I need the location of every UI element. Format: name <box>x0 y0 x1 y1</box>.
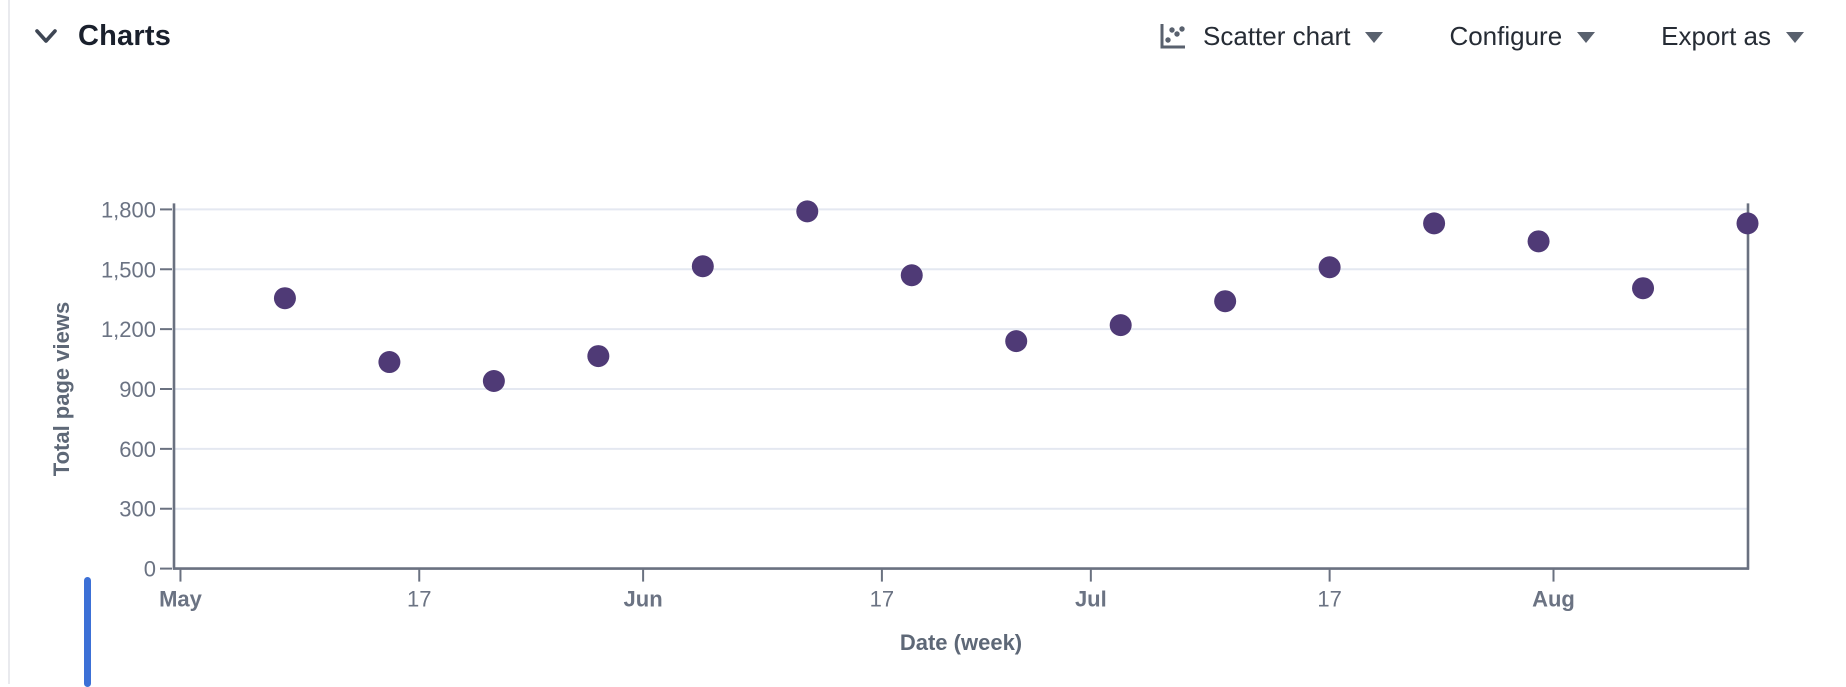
data-point[interactable] <box>1005 330 1028 353</box>
configure-label: Configure <box>1449 20 1563 51</box>
x-tick-label: May <box>159 587 203 612</box>
collapse-chevron-button[interactable] <box>30 22 62 50</box>
data-point[interactable] <box>587 345 610 368</box>
y-axis-title: Total page views <box>49 301 74 477</box>
chevron-down-icon <box>1786 32 1804 43</box>
x-tick-label: 17 <box>407 587 431 612</box>
y-tick-label: 1,500 <box>101 257 156 282</box>
y-tick-label: 300 <box>119 497 156 522</box>
export-as-label: Export as <box>1661 20 1771 51</box>
data-point[interactable] <box>1214 290 1237 313</box>
y-tick-label: 1,800 <box>101 197 156 222</box>
chevron-down-icon <box>32 24 60 48</box>
data-point[interactable] <box>900 264 923 287</box>
x-tick-label: 17 <box>870 587 894 612</box>
scatter-chart-icon <box>1156 20 1188 52</box>
data-point[interactable] <box>796 200 819 223</box>
data-point[interactable] <box>1736 212 1759 235</box>
data-point[interactable] <box>1423 212 1446 235</box>
x-tick-label: 17 <box>1317 587 1341 612</box>
chart-type-dropdown[interactable]: Scatter chart <box>1154 16 1385 56</box>
chart-controls: Scatter chart Configure Export as <box>1154 16 1806 56</box>
configure-dropdown[interactable]: Configure <box>1447 17 1597 56</box>
y-tick-label: 0 <box>144 557 156 582</box>
x-tick-label: Jul <box>1075 587 1107 612</box>
data-point[interactable] <box>1632 277 1655 300</box>
export-as-dropdown[interactable]: Export as <box>1659 17 1806 56</box>
panel-left-border <box>8 0 10 684</box>
page-title: Charts <box>78 19 172 52</box>
data-point[interactable] <box>378 351 401 374</box>
y-tick-label: 1,200 <box>101 317 156 342</box>
y-tick-label: 600 <box>119 437 156 462</box>
edge-accent-strip <box>84 577 91 687</box>
x-axis-title: Date (week) <box>899 630 1023 655</box>
x-tick-label: Jun <box>624 587 663 612</box>
chevron-down-icon <box>1365 32 1384 43</box>
data-point[interactable] <box>1318 256 1341 279</box>
data-point[interactable] <box>1527 230 1550 253</box>
chevron-down-icon <box>1577 32 1596 43</box>
y-tick-label: 900 <box>119 377 156 402</box>
data-point[interactable] <box>273 287 296 310</box>
x-tick-label: Aug <box>1532 587 1575 612</box>
data-point[interactable] <box>482 370 505 393</box>
data-point[interactable] <box>691 255 714 278</box>
panel-header: Charts Scatter chart Configure Export as <box>0 0 1846 56</box>
chart-type-label: Scatter chart <box>1203 20 1351 51</box>
data-point[interactable] <box>1109 314 1132 337</box>
